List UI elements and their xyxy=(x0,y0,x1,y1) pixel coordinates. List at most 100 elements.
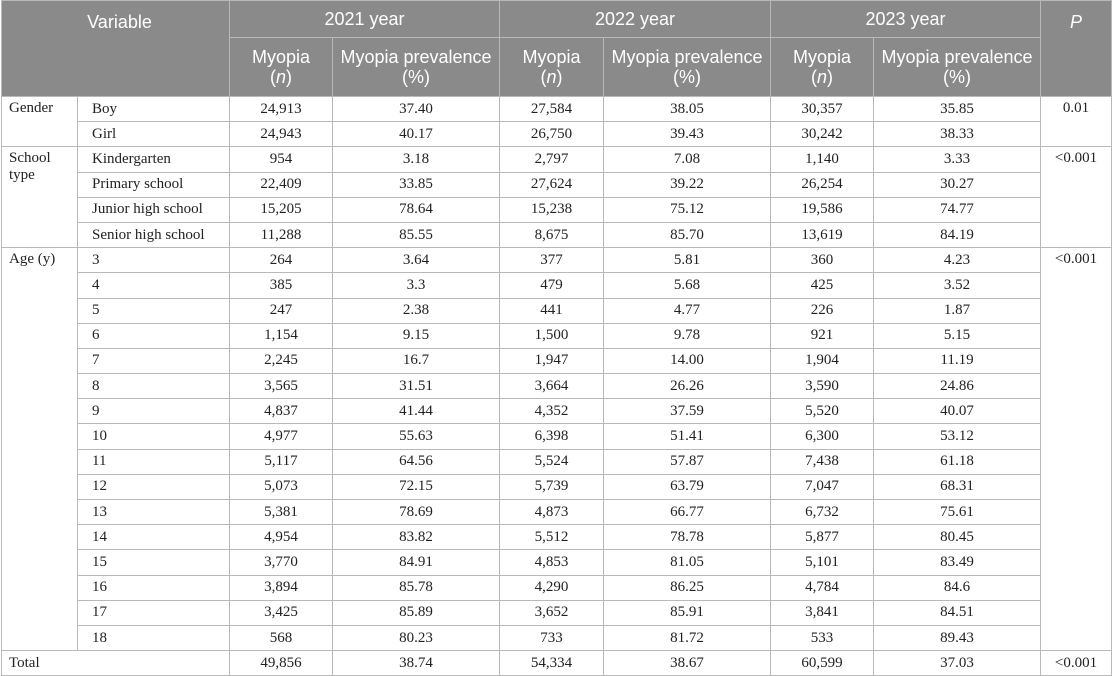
prevalence-cell: 89.43 xyxy=(873,624,1041,652)
paren-close: ) xyxy=(827,67,833,87)
variable-header: Variable xyxy=(1,0,230,97)
row-label: Girl xyxy=(77,121,230,148)
prevalence-cell: 84.19 xyxy=(873,221,1041,249)
row-label: Boy xyxy=(77,95,230,123)
myopia-count-cell: 30,357 xyxy=(770,95,874,123)
prevalence-cell: 5.68 xyxy=(603,272,771,299)
prevalence-cell: 39.22 xyxy=(603,171,771,198)
myopia-count-cell: 3,841 xyxy=(770,599,874,626)
myopia-count-cell: 3,565 xyxy=(229,373,333,400)
prevalence-cell: 84.91 xyxy=(332,549,500,576)
prevalence-cell: 9.15 xyxy=(332,322,500,349)
myopia-count-cell: 3,770 xyxy=(229,549,333,576)
myopia-count-cell: 2,797 xyxy=(499,146,604,173)
myopia-count-cell: 60,599 xyxy=(770,650,874,676)
myopia-count-cell: 1,947 xyxy=(499,347,604,375)
myopia-count-cell: 921 xyxy=(770,322,874,349)
myopia-count-cell: 7,047 xyxy=(770,473,874,501)
myopia-count-cell: 8,675 xyxy=(499,221,604,249)
myopia-count-cell: 533 xyxy=(770,624,874,652)
table-row: Gender Boy 24,913 37.40 27,584 38.05 30,357 35.… xyxy=(1,95,1112,148)
myopia-count-cell: 425 xyxy=(770,272,874,299)
myopia-count-cell: 4,352 xyxy=(499,398,604,425)
table-row: 8 3,565 31.51 3,664 26.26 3,590 24.86 xyxy=(2,373,1112,400)
myopia-count-cell: 5,524 xyxy=(499,448,604,475)
year-header: 2022 year xyxy=(499,0,771,38)
prevalence-cell: 68.31 xyxy=(873,473,1041,501)
myopia-count-cell: 226 xyxy=(770,297,874,324)
row-label: 7 xyxy=(77,347,230,375)
prevalence-cell: 24.86 xyxy=(873,373,1041,400)
row-label: Senior high school xyxy=(77,221,230,249)
prevalence-cell: 38.67 xyxy=(603,650,771,676)
myopia-count-cell: 1,140 xyxy=(770,146,874,173)
myopia-prevalence-header: Myopia prevalence (%) xyxy=(603,37,771,97)
myopia-count-cell: 7,438 xyxy=(770,448,874,475)
prevalence-cell: 78.64 xyxy=(332,196,500,223)
myopia-count-cell: 26,254 xyxy=(770,171,874,198)
p-value-cell: <0.001 xyxy=(1040,650,1112,676)
prevalence-cell: 75.61 xyxy=(873,498,1041,526)
myopia-count-cell: 13,619 xyxy=(770,221,874,249)
prevalence-cell: 14.00 xyxy=(603,347,771,375)
myopia-count-cell: 24,913 xyxy=(229,95,333,123)
myopia-count-cell: 479 xyxy=(499,272,604,299)
row-label: Junior high school xyxy=(77,196,230,223)
paren-open: ( xyxy=(540,67,547,87)
row-label: Primary school xyxy=(77,171,230,198)
myopia-count-cell: 15,238 xyxy=(499,196,604,223)
myopia-prevalence-header: Myopia prevalence (%) xyxy=(332,37,500,97)
myopia-count-cell: 3,664 xyxy=(499,373,604,400)
myopia-count-cell: 441 xyxy=(499,297,604,324)
prevalence-cell: 1.87 xyxy=(873,297,1041,324)
prevalence-cell: 66.77 xyxy=(603,498,771,526)
row-label: 10 xyxy=(77,423,230,450)
table-row: 7 2,245 16.7 1,947 14.00 1,904 11.19 xyxy=(2,347,1112,375)
prevalence-cell: 4.77 xyxy=(603,297,771,324)
prevalence-cell: 55.63 xyxy=(332,423,500,450)
prevalence-cell: 40.07 xyxy=(873,398,1041,425)
prevalence-cell: 3.3 xyxy=(332,272,500,299)
myopia-count-header: Myopia (n) xyxy=(499,37,604,97)
prevalence-cell: 3.52 xyxy=(873,272,1041,299)
prevalence-cell: 40.17 xyxy=(332,121,500,148)
table-row: 10 4,977 55.63 6,398 51.41 6,300 53.12 xyxy=(2,423,1112,450)
myopia-count-cell: 4,290 xyxy=(499,574,604,601)
myopia-count-cell: 24,943 xyxy=(229,121,333,148)
table-row: 6 1,154 9.15 1,500 9.78 921 5.15 xyxy=(2,322,1112,349)
prevalence-cell: 38.74 xyxy=(332,650,500,676)
prevalence-cell: 81.05 xyxy=(603,549,771,576)
prevalence-cell: 7.08 xyxy=(603,146,771,173)
row-label: 17 xyxy=(77,599,230,626)
p-value-cell: 0.01 xyxy=(1040,95,1112,148)
prevalence-cell: 85.55 xyxy=(332,221,500,249)
prevalence-cell: 53.12 xyxy=(873,423,1041,450)
prevalence-cell: 11.19 xyxy=(873,347,1041,375)
table-body: Gender Boy 24,913 37.40 27,584 38.05 30,357 35.… xyxy=(1,95,1112,676)
myopia-count-cell: 26,750 xyxy=(499,121,604,148)
prevalence-cell: 37.03 xyxy=(873,650,1041,676)
myopia-count-cell: 5,117 xyxy=(229,448,333,475)
myopia-count-cell: 568 xyxy=(229,624,333,652)
myopia-count-cell: 4,873 xyxy=(499,498,604,526)
total-row: Total 49,856 38.74 54,334 38.67 60,599 37.03 <0… xyxy=(1,650,1112,676)
table-row: 13 5,381 78.69 4,873 66.77 6,732 75.61 xyxy=(2,498,1112,526)
prevalence-cell: 72.15 xyxy=(332,473,500,501)
prevalence-cell: 26.26 xyxy=(603,373,771,400)
prevalence-cell: 85.70 xyxy=(603,221,771,249)
myopia-count-cell: 5,877 xyxy=(770,524,874,551)
prevalence-cell: 78.78 xyxy=(603,524,771,551)
prevalence-cell: 37.59 xyxy=(603,398,771,425)
prevalence-cell: 3.33 xyxy=(873,146,1041,173)
myopia-count-header: Myopia (n) xyxy=(770,37,874,97)
table-row: 15 3,770 84.91 4,853 81.05 5,101 83.49 xyxy=(2,549,1112,576)
row-label: 15 xyxy=(77,549,230,576)
myopia-count-cell: 4,954 xyxy=(229,524,333,551)
table-row: Girl 24,943 40.17 26,750 39.43 30,242 38.33 xyxy=(2,121,1112,148)
year-header: 2021 year xyxy=(229,0,500,38)
myopia-count-cell: 264 xyxy=(229,247,333,274)
paren-close: ) xyxy=(286,67,292,87)
myopia-count-cell: 1,154 xyxy=(229,322,333,349)
myopia-prevalence-header: Myopia prevalence (%) xyxy=(873,37,1041,97)
myopia-count-cell: 3,652 xyxy=(499,599,604,626)
